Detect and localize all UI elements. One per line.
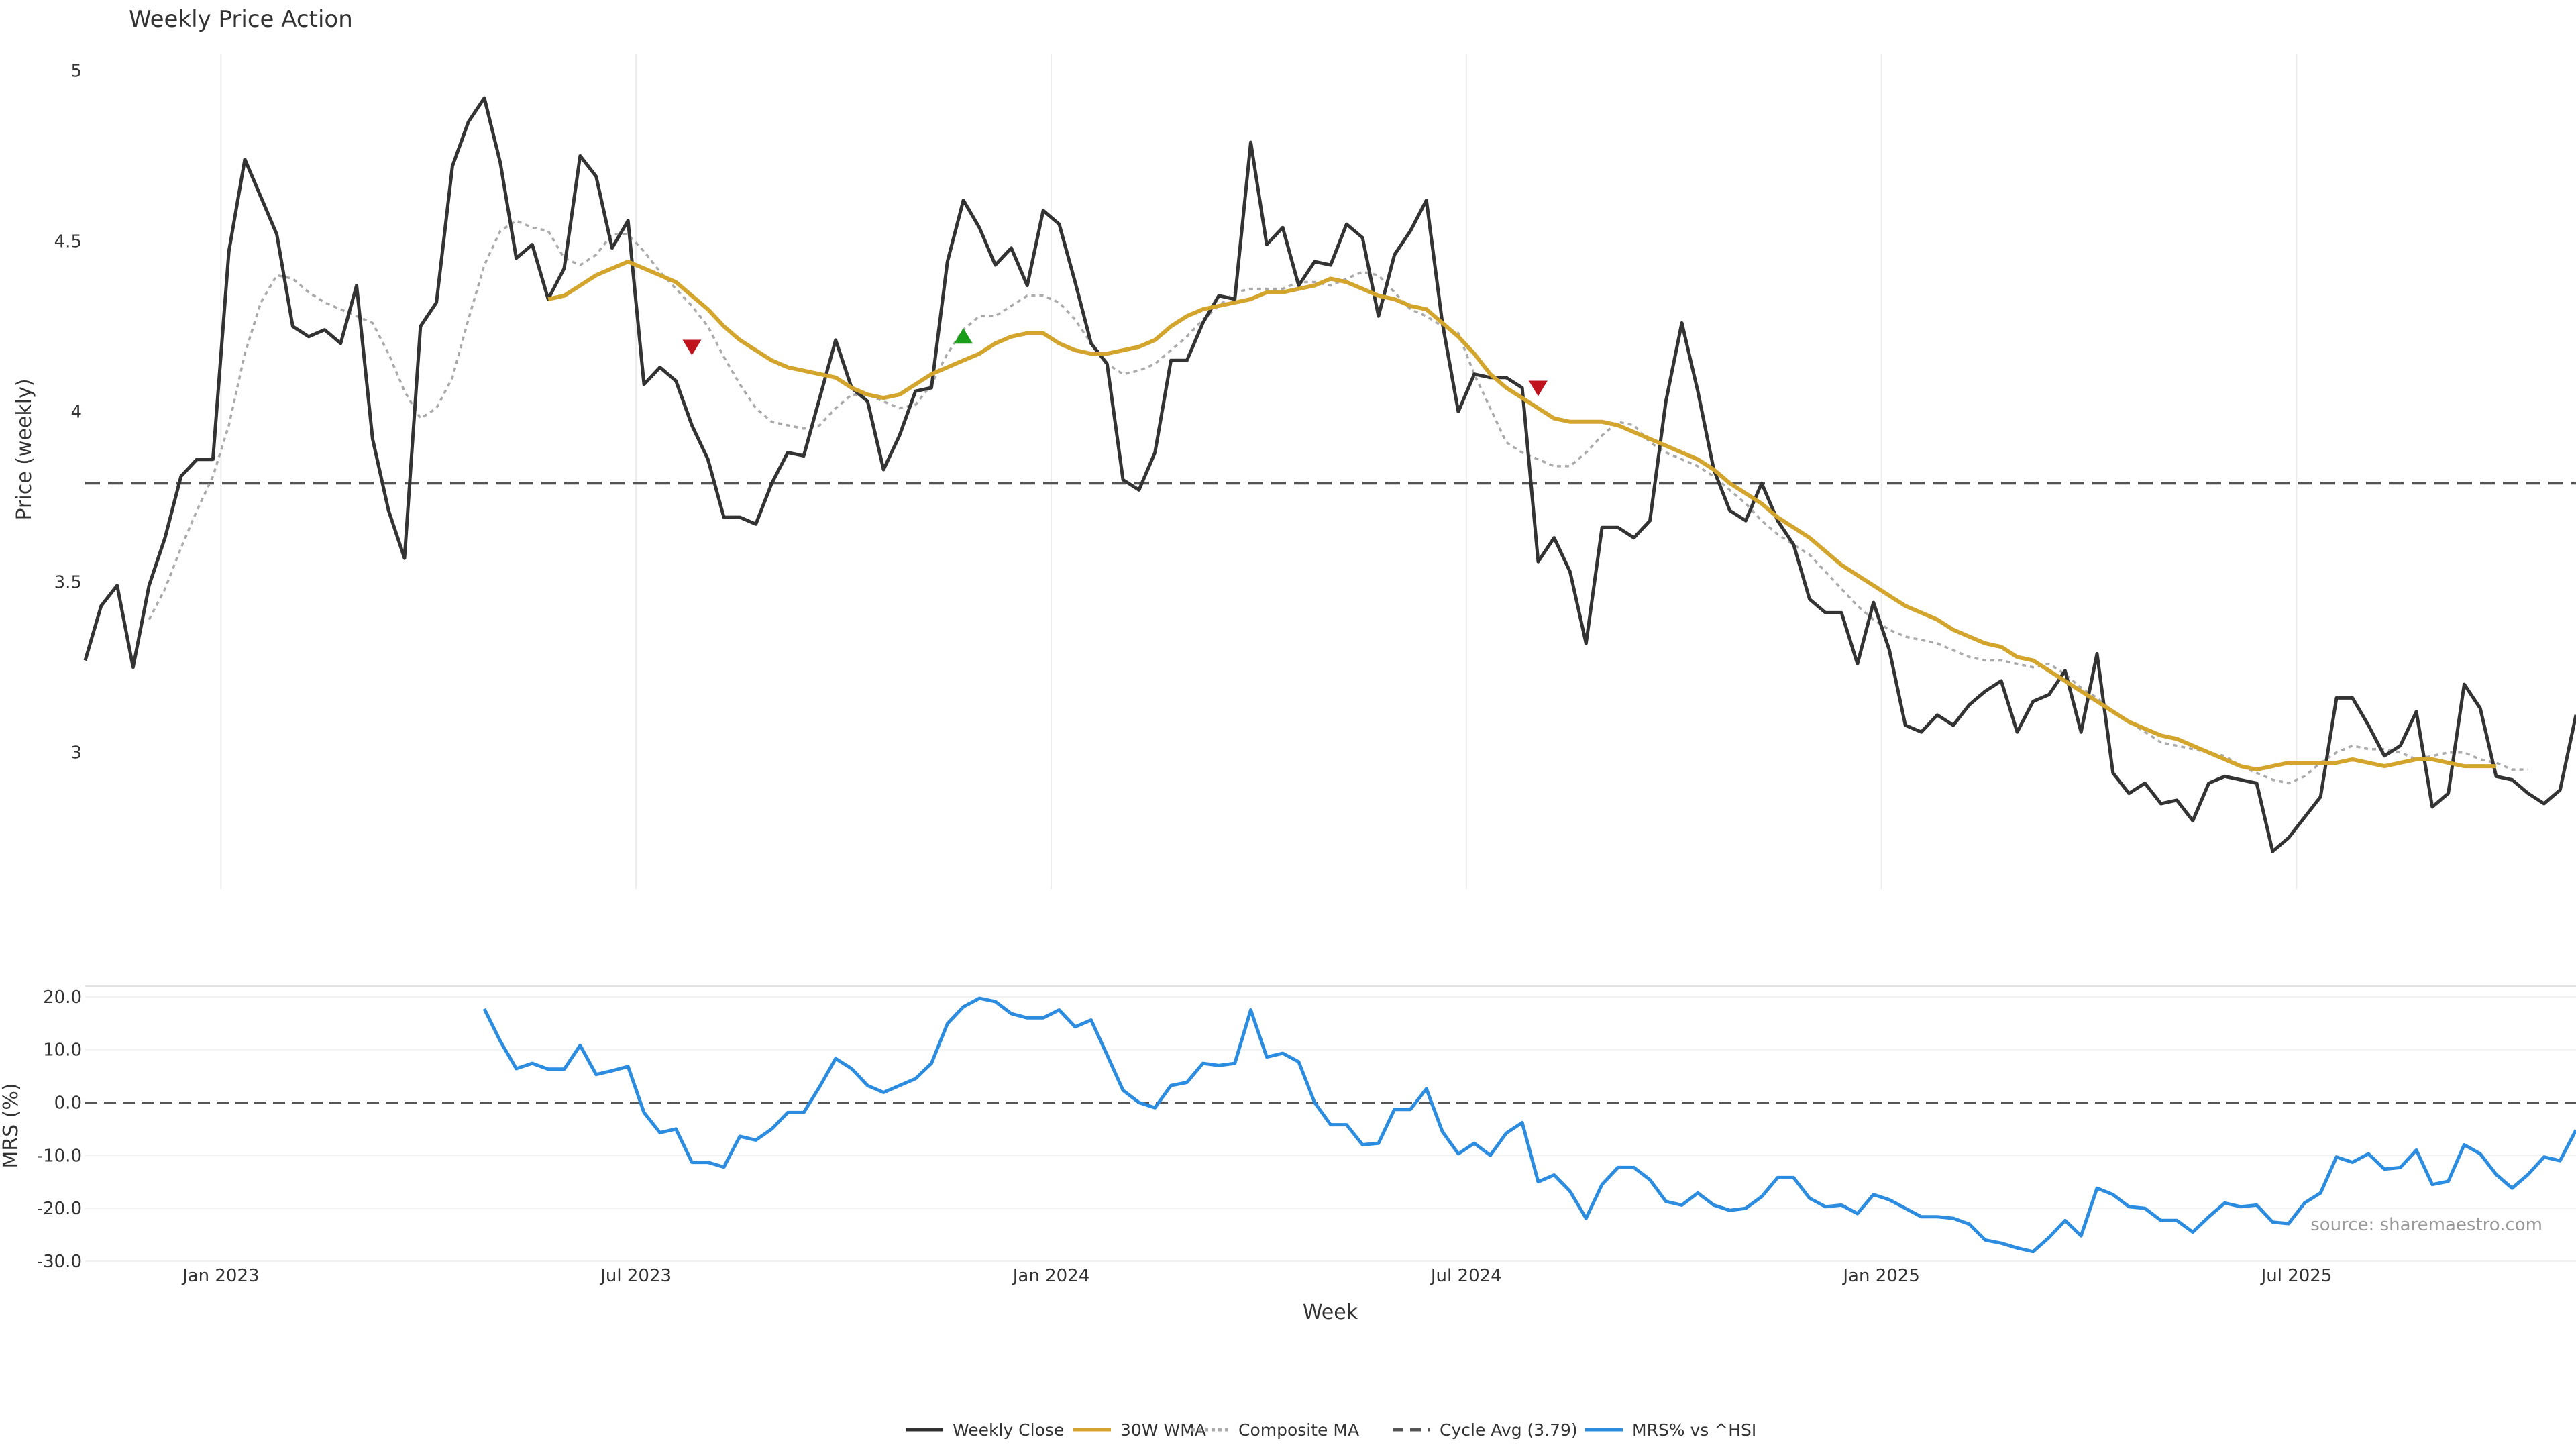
x-tick-label: Jul 2025 (2260, 1266, 2332, 1286)
composite-ma-line (148, 219, 2528, 785)
source-note: source: sharemaestro.com (2310, 1215, 2542, 1235)
mrs-y-tick-label: -20.0 (37, 1199, 82, 1219)
price-y-tick-label: 3.5 (54, 573, 82, 593)
x-tick-label: Jul 2024 (1430, 1266, 1502, 1286)
price-y-tick-label: 5 (70, 61, 82, 81)
x-axis-label: Week (1303, 1301, 1358, 1324)
legend-label: Cycle Avg (3.79) (1440, 1420, 1578, 1440)
mrs-y-tick-label: 20.0 (43, 987, 82, 1008)
x-tick-label: Jul 2023 (599, 1266, 672, 1286)
mrs-y-tick-label: -10.0 (37, 1146, 82, 1166)
wma-30w-line (547, 260, 2496, 772)
buy-signal-marker (954, 328, 973, 344)
mrs-y-axis: 20.0 10.0 0.0 -10.0 -20.0 -30.0 (37, 987, 82, 1272)
x-tick-label: Jan 2024 (1012, 1266, 1090, 1286)
price-series-group (83, 96, 2576, 853)
x-tick-label: Jan 2023 (181, 1266, 260, 1286)
x-axis: Jan 2023 Jul 2023 Jan 2024 Jul 2024 Jan 2025… (181, 1266, 2332, 1286)
price-y-tick-label: 4 (70, 402, 82, 423)
mrs-grid (85, 985, 2576, 1262)
price-y-tick-label: 3 (70, 743, 82, 763)
mrs-series-group (482, 996, 2576, 1254)
chart-title: Weekly Price Action (129, 6, 353, 33)
price-y-axis: 5 4.5 4 3.5 3 (54, 61, 82, 763)
legend-label: Composite MA (1238, 1420, 1359, 1440)
mrs-y-tick-label: 0.0 (54, 1093, 82, 1113)
mrs-y-tick-label: 10.0 (43, 1040, 82, 1061)
mrs-y-tick-label: -30.0 (37, 1252, 82, 1272)
legend: Weekly Close 30W WMA Composite MA Cycle Avg… (906, 1420, 1756, 1440)
sell-signal-marker (1528, 380, 1548, 396)
legend-label: Weekly Close (953, 1420, 1064, 1440)
price-grid (220, 54, 2298, 889)
price-y-axis-label: Price (weekly) (13, 378, 36, 520)
weekly-close-line (83, 96, 2576, 853)
legend-label: MRS% vs ^HSI (1632, 1420, 1756, 1440)
sell-signal-marker (682, 339, 702, 356)
x-tick-label: Jan 2025 (1841, 1266, 1920, 1286)
price-y-tick-label: 4.5 (54, 231, 82, 252)
mrs-line (482, 996, 2576, 1254)
mrs-y-axis-label: MRS (%) (0, 1083, 23, 1168)
